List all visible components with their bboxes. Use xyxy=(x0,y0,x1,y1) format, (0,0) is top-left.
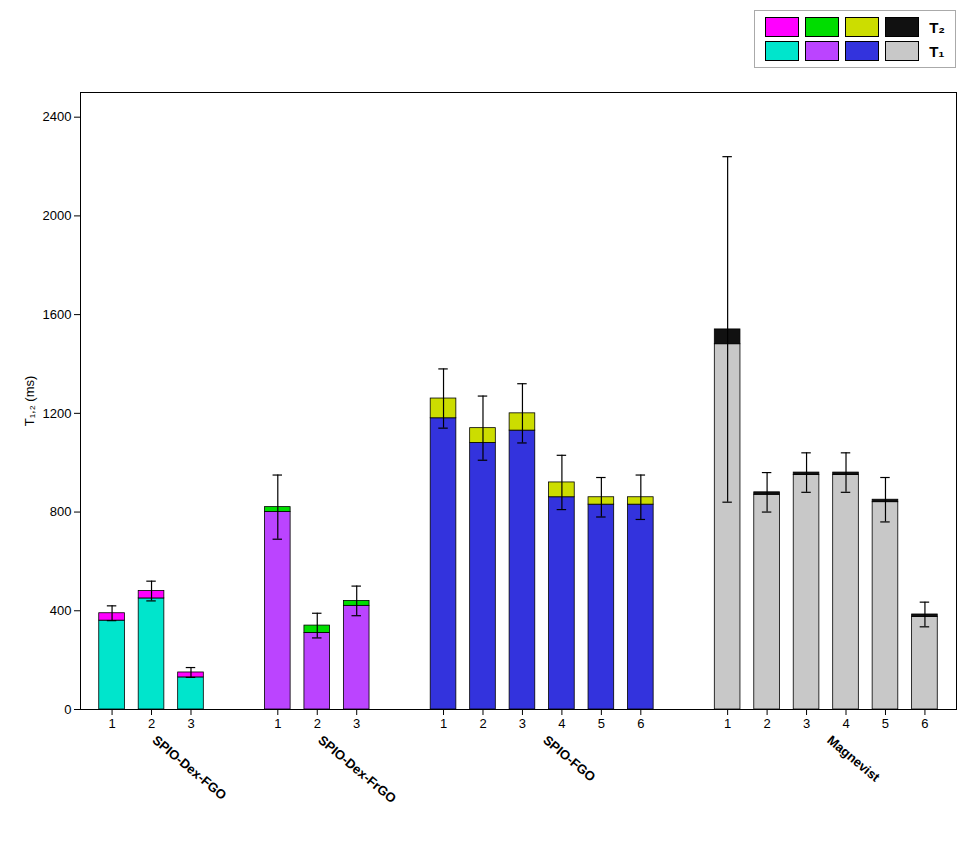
svg-text:4: 4 xyxy=(558,716,565,731)
svg-text:3: 3 xyxy=(519,716,526,731)
svg-text:5: 5 xyxy=(882,716,889,731)
svg-text:1200: 1200 xyxy=(43,406,72,421)
svg-text:2000: 2000 xyxy=(43,208,72,223)
svg-text:2: 2 xyxy=(314,716,321,731)
svg-text:3: 3 xyxy=(803,716,810,731)
svg-text:5: 5 xyxy=(598,716,605,731)
svg-text:2: 2 xyxy=(763,716,770,731)
svg-text:SPIO-Dex-FGO: SPIO-Dex-FGO xyxy=(150,732,230,802)
svg-text:2: 2 xyxy=(148,716,155,731)
svg-text:3: 3 xyxy=(187,716,194,731)
svg-text:800: 800 xyxy=(50,504,72,519)
svg-text:0: 0 xyxy=(64,702,71,717)
svg-text:Magnevist: Magnevist xyxy=(824,732,883,785)
svg-text:1: 1 xyxy=(274,716,281,731)
svg-text:SPIO-FGO: SPIO-FGO xyxy=(540,732,598,784)
svg-text:1: 1 xyxy=(440,716,447,731)
svg-text:4: 4 xyxy=(842,716,849,731)
svg-text:T₁,₂ (ms): T₁,₂ (ms) xyxy=(22,376,37,427)
svg-text:1: 1 xyxy=(724,716,731,731)
svg-text:6: 6 xyxy=(921,716,928,731)
svg-text:2: 2 xyxy=(479,716,486,731)
svg-text:400: 400 xyxy=(50,603,72,618)
svg-text:3: 3 xyxy=(353,716,360,731)
svg-text:1600: 1600 xyxy=(43,307,72,322)
html-text:T₂: T₂ xyxy=(929,18,945,36)
svg-text:2400: 2400 xyxy=(43,109,72,124)
svg-text:1: 1 xyxy=(108,716,115,731)
html-text:T₁: T₁ xyxy=(929,42,945,60)
svg-text:6: 6 xyxy=(637,716,644,731)
svg-text:SPIO-Dex-FrGO: SPIO-Dex-FrGO xyxy=(315,732,399,806)
